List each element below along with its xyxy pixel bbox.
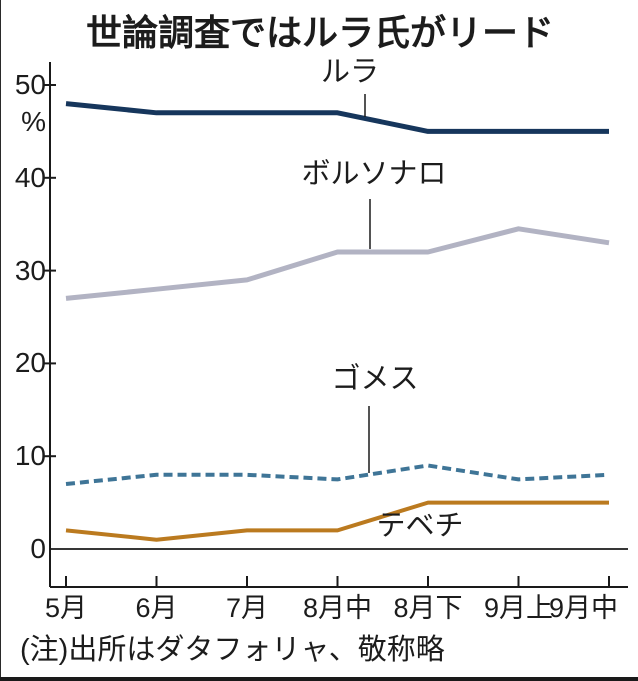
series-line-bolsonaro xyxy=(65,226,610,301)
x-tick-label: 8月中 xyxy=(303,593,373,623)
series-line-gomes xyxy=(65,463,610,486)
chart-title: 世論調査ではルラ氏がリード xyxy=(86,12,555,53)
x-tick-label: 9月中 xyxy=(549,593,619,623)
series-lines xyxy=(65,101,610,542)
x-tick-label: 6月 xyxy=(135,593,178,623)
x-tick-label: 5月 xyxy=(45,593,88,623)
bottom-border xyxy=(0,677,638,681)
series-line-lula xyxy=(65,101,609,134)
y-tick-label: 30 xyxy=(14,254,46,286)
y-tick-label: 40 xyxy=(14,161,46,193)
y-tick-label: 50 xyxy=(14,69,46,100)
series-label-bolsonaro: ボルソナロ xyxy=(301,158,447,190)
series-label-lula: ルラ xyxy=(320,56,380,88)
y-axis-unit-label: % xyxy=(21,106,46,137)
left-border xyxy=(0,0,1,681)
x-tick-label: 9月上 xyxy=(484,593,554,623)
x-axis-ticks xyxy=(65,576,610,587)
y-tick-label: 10 xyxy=(14,440,46,472)
series-label-gomes: ゴメス xyxy=(331,363,419,395)
y-axis-ticks xyxy=(43,84,56,458)
series-line-tebet xyxy=(65,500,609,542)
y-tick-label: 20 xyxy=(14,347,46,379)
x-tick-label: 8月下 xyxy=(393,593,463,623)
x-tick-label: 7月 xyxy=(226,593,269,623)
source-note: (注)出所はダタフォリャ、敬称略 xyxy=(20,634,445,666)
y-tick-label: 0 xyxy=(30,533,46,564)
series-label-tebet: テベチ xyxy=(376,510,464,542)
